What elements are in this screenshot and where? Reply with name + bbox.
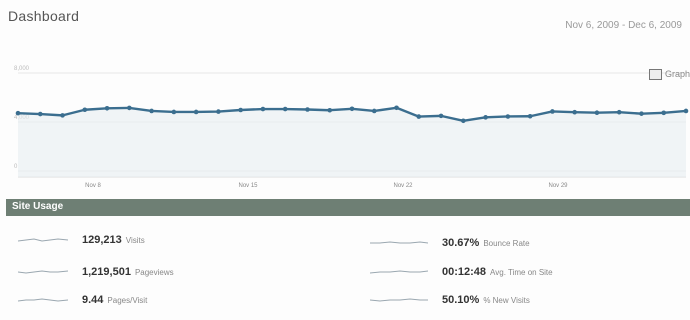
data-point	[260, 106, 266, 112]
data-point	[461, 118, 466, 124]
metric-label: Pageviews	[134, 267, 174, 277]
data-point	[527, 113, 533, 119]
data-point	[594, 110, 600, 115]
data-point	[371, 108, 377, 114]
data-point	[327, 107, 333, 113]
data-point	[349, 106, 355, 112]
metric-label: Visits	[125, 235, 145, 245]
sparkline-icon	[370, 241, 428, 244]
data-point	[394, 105, 399, 111]
data-point	[661, 110, 667, 116]
metric-value: 30.67%	[442, 237, 480, 249]
sparkline-icon	[370, 270, 428, 274]
site-usage-metrics: 129,213 Visits 1,219,501 Pageviews 9.44 …	[0, 222, 690, 320]
metric-value: 1,219,501	[82, 266, 131, 278]
data-point	[505, 114, 511, 119]
metric-new-visits[interactable]: 50.10% % New Visits	[370, 290, 530, 310]
graph-mode-label: Graph	[664, 69, 690, 79]
data-point	[193, 109, 199, 115]
metric-label: Pages/Visit	[107, 295, 148, 305]
metric-label: Avg. Time on Site	[490, 267, 553, 277]
data-point	[282, 106, 288, 112]
metric-value: 50.10%	[442, 294, 480, 306]
x-tick-label: Nov 8	[85, 183, 101, 189]
graph-mode-button[interactable]: Graph	[648, 67, 690, 81]
data-point	[37, 111, 43, 117]
metric-label: Bounce Rate	[483, 238, 530, 248]
data-point	[483, 115, 488, 120]
data-point	[416, 114, 422, 119]
data-point	[216, 109, 221, 114]
y-tick-label: 0	[14, 164, 18, 170]
data-point	[683, 108, 689, 114]
metric-pages-per-visit[interactable]: 9.44 Pages/Visit	[18, 290, 147, 310]
data-point	[104, 105, 110, 111]
sparkline-icon	[18, 270, 68, 274]
data-point	[127, 105, 132, 111]
data-point	[171, 109, 177, 115]
x-tick-label: Nov 15	[238, 183, 258, 189]
data-point	[616, 109, 622, 115]
site-usage-header: Site Usage	[6, 199, 690, 216]
sparkline-icon	[18, 298, 68, 302]
data-point	[550, 109, 555, 114]
data-point	[60, 113, 65, 118]
data-point	[15, 110, 21, 116]
metric-value: 00:12:48	[442, 266, 487, 278]
data-point	[238, 107, 243, 113]
page-title: Dashboard	[8, 8, 80, 24]
data-point	[572, 109, 577, 115]
data-point	[639, 111, 644, 116]
metric-pageviews[interactable]: 1,219,501 Pageviews	[18, 262, 174, 282]
series-area	[18, 107, 686, 177]
metric-bounce-rate[interactable]: 30.67% Bounce Rate	[370, 233, 530, 253]
metric-value: 9.44	[82, 294, 104, 306]
y-tick-label: 8,000	[14, 66, 30, 72]
data-point	[149, 108, 154, 114]
date-range-selector[interactable]: Nov 6, 2009 - Dec 6, 2009	[565, 20, 682, 31]
sparkline-icon	[370, 298, 428, 302]
data-point	[438, 113, 444, 119]
sparkline-icon	[18, 238, 68, 242]
x-tick-label: Nov 22	[393, 183, 413, 189]
graph-icon	[648, 68, 662, 80]
metric-avg-time-on-site[interactable]: 00:12:48 Avg. Time on Site	[370, 262, 553, 282]
metric-visits[interactable]: 129,213 Visits	[18, 230, 145, 250]
metric-value: 129,213	[82, 234, 122, 246]
data-point	[82, 107, 88, 113]
data-point	[305, 107, 310, 112]
x-tick-label: Nov 29	[548, 183, 568, 189]
metric-label: % New Visits	[483, 295, 530, 305]
